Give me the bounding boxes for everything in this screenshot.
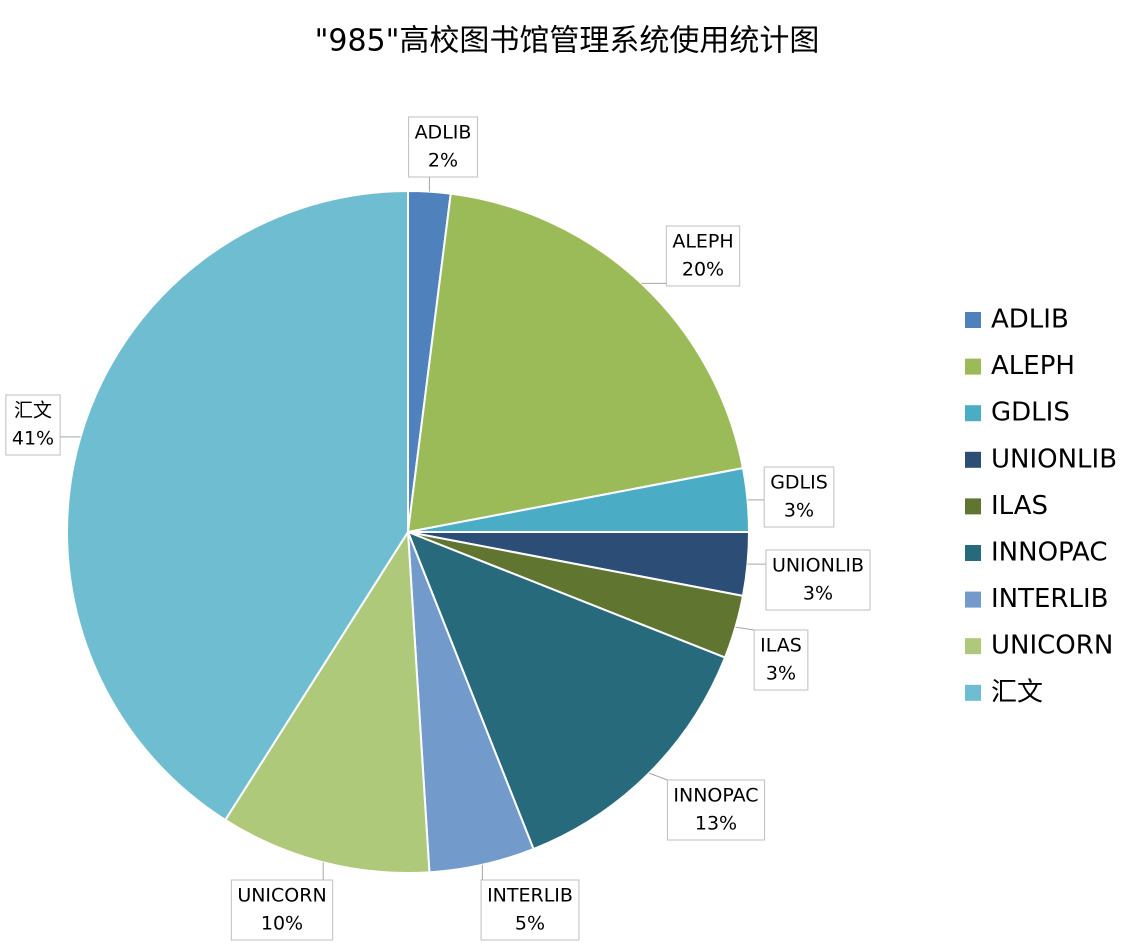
label-name: ALEPH <box>672 231 733 253</box>
label-box <box>763 466 835 528</box>
legend-label: UNICORN <box>991 631 1113 661</box>
legend-label: ILAS <box>991 491 1048 521</box>
label-name: 汇文 <box>14 400 52 422</box>
label-name: UNIONLIB <box>772 555 864 577</box>
legend-swatch <box>965 405 981 422</box>
legend-label: INNOPAC <box>991 538 1108 568</box>
legend-swatch <box>965 498 981 515</box>
data-label: UNICORN 10% <box>230 879 334 941</box>
legend-label: ALEPH <box>991 351 1075 381</box>
data-label: INNOPAC 13% <box>666 779 766 841</box>
label-name: UNICORN <box>237 885 326 907</box>
data-label: 汇文 41% <box>5 394 61 456</box>
data-label: ALEPH 20% <box>665 225 741 287</box>
legend-swatch <box>965 591 981 608</box>
leader-line <box>735 626 755 631</box>
label-box <box>408 116 478 178</box>
label-name: GDLIS <box>770 472 828 494</box>
legend-swatch <box>965 545 981 561</box>
label-box <box>5 394 61 456</box>
legend-label: ADLIB <box>991 305 1069 335</box>
label-box <box>665 225 741 287</box>
leader-line <box>648 772 668 781</box>
label-value: 5% <box>515 913 545 935</box>
label-box <box>753 629 809 691</box>
legend-swatch <box>965 638 981 655</box>
label-name: ADLIB <box>415 122 472 144</box>
chart-title: "985"高校图书馆管理系统使用统计图 <box>315 24 820 59</box>
label-value: 13% <box>695 813 737 835</box>
label-value: 2% <box>428 150 458 172</box>
legend-label: INTERLIB <box>991 584 1108 614</box>
label-box <box>230 879 334 941</box>
label-value: 3% <box>784 500 814 522</box>
pie-slice <box>406 530 727 851</box>
data-label: INTERLIB 5% <box>480 879 580 941</box>
data-label: ADLIB 2% <box>408 116 478 178</box>
legend-label: UNIONLIB <box>991 444 1117 474</box>
label-name: INTERLIB <box>487 885 573 907</box>
label-value: 3% <box>803 583 833 605</box>
legend-swatch <box>965 358 981 375</box>
label-box <box>765 549 871 611</box>
data-label: UNIONLIB 3% <box>765 549 871 611</box>
label-value: 20% <box>682 259 724 281</box>
label-value: 41% <box>12 428 54 450</box>
label-name: INNOPAC <box>673 785 758 807</box>
legend-swatch <box>965 312 981 328</box>
data-label: ILAS 3% <box>753 629 809 691</box>
label-name: ILAS <box>760 635 802 657</box>
label-box <box>666 779 766 841</box>
data-label: GDLIS 3% <box>763 466 835 528</box>
legend-label: GDLIS <box>991 398 1070 428</box>
legend-swatch <box>965 451 981 468</box>
label-value: 10% <box>261 913 303 935</box>
legend-label: 汇文 <box>991 677 1043 707</box>
legend-swatch <box>965 684 981 701</box>
label-value: 3% <box>766 663 796 685</box>
label-box <box>480 879 580 941</box>
